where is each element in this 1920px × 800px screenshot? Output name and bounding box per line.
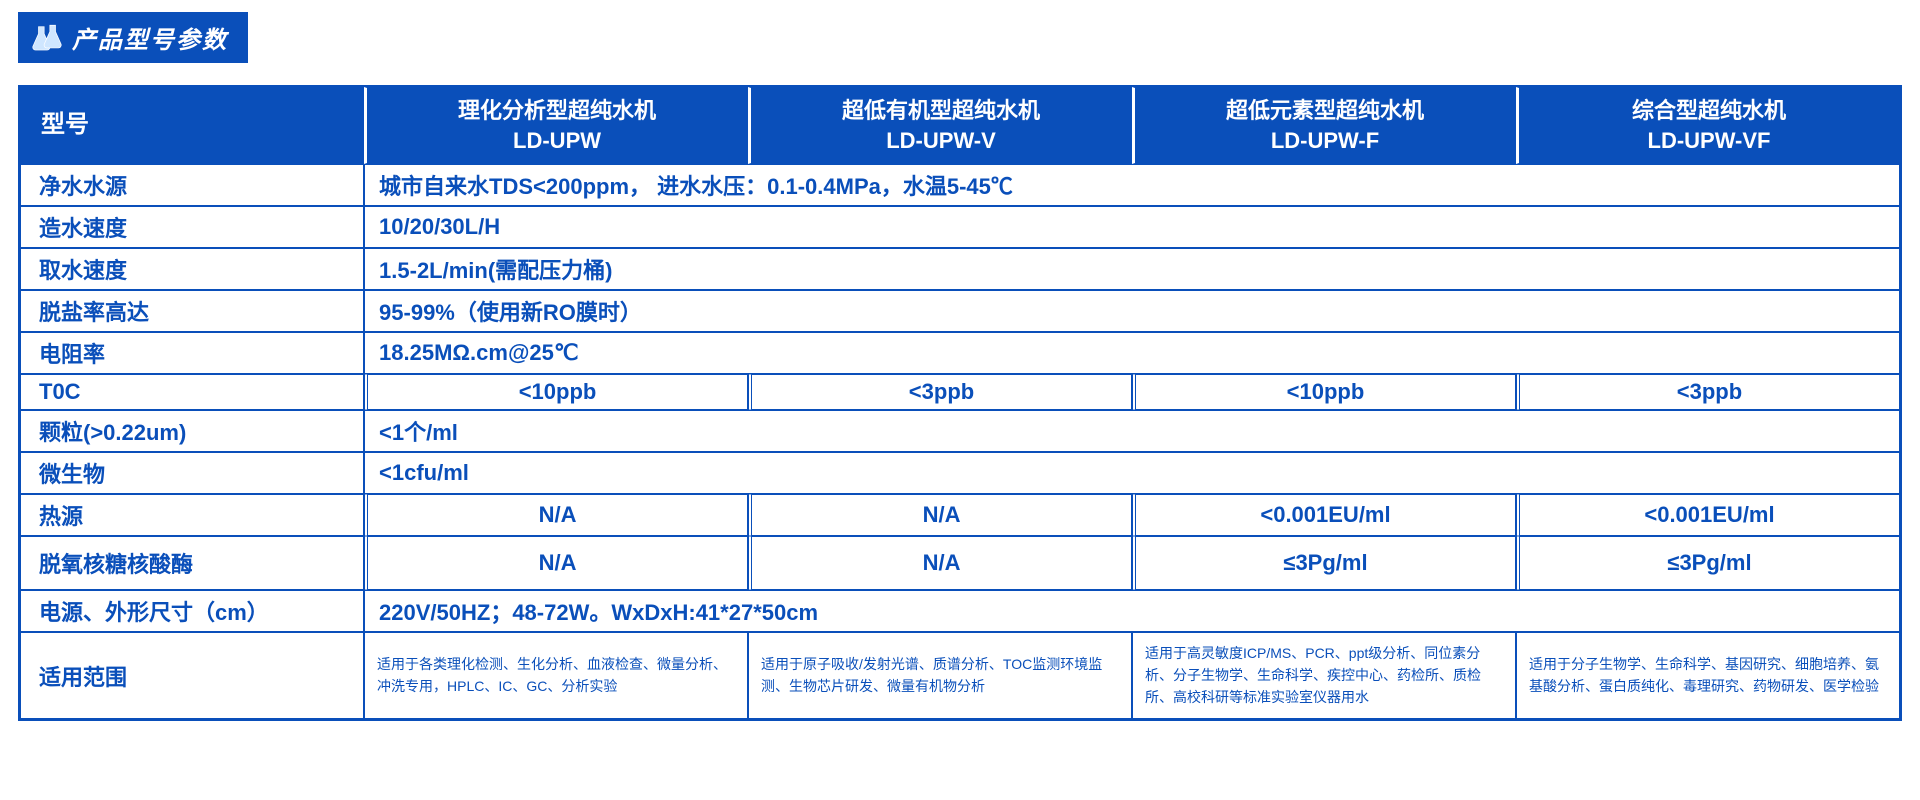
section-banner: 产品型号参数: [18, 12, 248, 63]
row-cell: ≤3Pg/ml: [1516, 536, 1900, 590]
row-desc: 适用于各类理化检测、生化分析、血液检查、微量分析、冲洗专用，HPLC、IC、GC…: [364, 632, 748, 719]
table-header-row: 型号 理化分析型超纯水机 LD-UPW 超低有机型超纯水机 LD-UPW-V 超…: [20, 87, 1900, 164]
header-label: 型号: [20, 87, 364, 164]
table-body: 净水水源城市自来水TDS<200ppm， 进水水压：0.1-0.4MPa，水温5…: [20, 164, 1900, 719]
row-cell: N/A: [748, 494, 1132, 536]
row-value: 18.25MΩ.cm@25℃: [364, 332, 1900, 374]
row-value: 95-99%（使用新RO膜时）: [364, 290, 1900, 332]
table-row: 脱盐率高达95-99%（使用新RO膜时）: [20, 290, 1900, 332]
table-row: 热源N/AN/A<0.001EU/ml<0.001EU/ml: [20, 494, 1900, 536]
table-row: 脱氧核糖核酸酶N/AN/A≤3Pg/ml≤3Pg/ml: [20, 536, 1900, 590]
row-label: 电源、外形尺寸（cm）: [20, 590, 364, 632]
row-desc: 适用于分子生物学、生命科学、基因研究、细胞培养、氨基酸分析、蛋白质纯化、毒理研究…: [1516, 632, 1900, 719]
row-cell: <10ppb: [364, 374, 748, 410]
table-row: 电阻率18.25MΩ.cm@25℃: [20, 332, 1900, 374]
row-cell: N/A: [364, 536, 748, 590]
row-label: 热源: [20, 494, 364, 536]
row-cell: <10ppb: [1132, 374, 1516, 410]
row-cell: ≤3Pg/ml: [1132, 536, 1516, 590]
row-cell: <0.001EU/ml: [1132, 494, 1516, 536]
row-desc: 适用于原子吸收/发射光谱、质谱分析、TOC监测环境监测、生物芯片研发、微量有机物…: [748, 632, 1132, 719]
header-col-0: 理化分析型超纯水机 LD-UPW: [364, 87, 748, 164]
row-label: 适用范围: [20, 632, 364, 719]
row-label: 电阻率: [20, 332, 364, 374]
header-col-3: 综合型超纯水机 LD-UPW-VF: [1516, 87, 1900, 164]
row-value: <1个/ml: [364, 410, 1900, 452]
table-row: 适用范围适用于各类理化检测、生化分析、血液检查、微量分析、冲洗专用，HPLC、I…: [20, 632, 1900, 719]
row-label: 取水速度: [20, 248, 364, 290]
table-row: 电源、外形尺寸（cm）220V/50HZ；48-72W。WxDxH:41*27*…: [20, 590, 1900, 632]
row-cell: <3ppb: [748, 374, 1132, 410]
row-label: 脱盐率高达: [20, 290, 364, 332]
row-label: 微生物: [20, 452, 364, 494]
row-label: 脱氧核糖核酸酶: [20, 536, 364, 590]
row-cell: <0.001EU/ml: [1516, 494, 1900, 536]
row-label: 造水速度: [20, 206, 364, 248]
header-col-2: 超低元素型超纯水机 LD-UPW-F: [1132, 87, 1516, 164]
table-row: 颗粒(>0.22um)<1个/ml: [20, 410, 1900, 452]
row-cell: N/A: [748, 536, 1132, 590]
row-label: 净水水源: [20, 164, 364, 206]
table-row: T0C<10ppb<3ppb<10ppb<3ppb: [20, 374, 1900, 410]
row-cell: <3ppb: [1516, 374, 1900, 410]
table-row: 造水速度10/20/30L/H: [20, 206, 1900, 248]
table-row: 取水速度1.5-2L/min(需配压力桶): [20, 248, 1900, 290]
banner-title: 产品型号参数: [72, 20, 228, 55]
row-value: 10/20/30L/H: [364, 206, 1900, 248]
row-cell: N/A: [364, 494, 748, 536]
row-value: 1.5-2L/min(需配压力桶): [364, 248, 1900, 290]
row-value: 220V/50HZ；48-72W。WxDxH:41*27*50cm: [364, 590, 1900, 632]
row-value: 城市自来水TDS<200ppm， 进水水压：0.1-0.4MPa，水温5-45℃: [364, 164, 1900, 206]
header-col-1: 超低有机型超纯水机 LD-UPW-V: [748, 87, 1132, 164]
row-label: T0C: [20, 374, 364, 410]
table-row: 净水水源城市自来水TDS<200ppm， 进水水压：0.1-0.4MPa，水温5…: [20, 164, 1900, 206]
row-desc: 适用于高灵敏度ICP/MS、PCR、ppt级分析、同位素分析、分子生物学、生命科…: [1132, 632, 1516, 719]
row-value: <1cfu/ml: [364, 452, 1900, 494]
table-row: 微生物<1cfu/ml: [20, 452, 1900, 494]
spec-table: 型号 理化分析型超纯水机 LD-UPW 超低有机型超纯水机 LD-UPW-V 超…: [18, 85, 1902, 721]
flask-icon: [30, 23, 64, 53]
row-label: 颗粒(>0.22um): [20, 410, 364, 452]
